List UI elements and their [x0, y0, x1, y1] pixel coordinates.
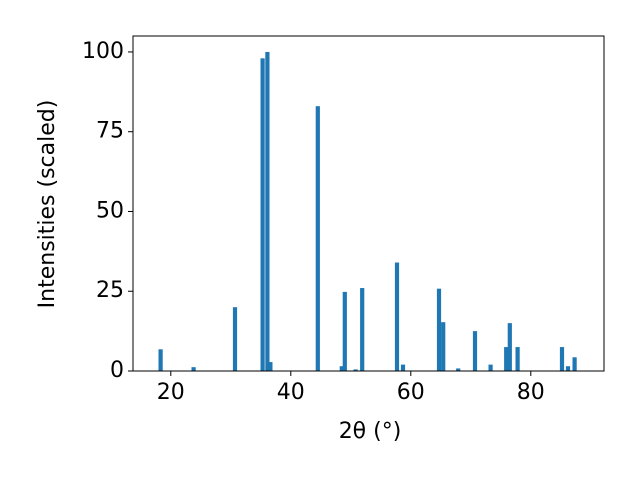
- y-axis-label: Intensities (scaled): [35, 100, 60, 309]
- y-tick-label: 50: [96, 198, 124, 223]
- bar: [232, 307, 238, 371]
- bar: [360, 288, 365, 371]
- bar: [504, 347, 509, 371]
- bar: [565, 366, 571, 371]
- bar: [515, 347, 520, 371]
- bar: [353, 369, 358, 371]
- bar: [394, 262, 400, 371]
- bar: [572, 357, 577, 371]
- plot-frame: [132, 35, 605, 372]
- x-tick-label: 80: [517, 380, 545, 405]
- y-tick-label: 0: [110, 358, 124, 383]
- bar: [441, 322, 446, 371]
- bar: [158, 349, 163, 371]
- bar: [559, 347, 565, 371]
- y-tick-label: 75: [96, 119, 124, 144]
- bar: [488, 364, 493, 371]
- x-axis-label: 2θ (°): [339, 419, 402, 444]
- bar: [315, 106, 320, 371]
- bar: [268, 362, 273, 371]
- bar: [339, 366, 344, 371]
- x-tick-label: 40: [277, 380, 305, 405]
- bar: [191, 367, 196, 371]
- bar: [472, 331, 478, 371]
- bar: [436, 288, 442, 371]
- y-tick-label: 25: [96, 278, 124, 303]
- bar: [342, 291, 347, 371]
- bar: [507, 323, 512, 371]
- y-tick-label: 100: [82, 39, 124, 64]
- bar: [456, 368, 461, 371]
- x-tick-label: 60: [397, 380, 425, 405]
- x-tick-label: 20: [157, 380, 185, 405]
- bar: [265, 51, 270, 371]
- bar: [260, 58, 265, 371]
- bar: [400, 364, 406, 371]
